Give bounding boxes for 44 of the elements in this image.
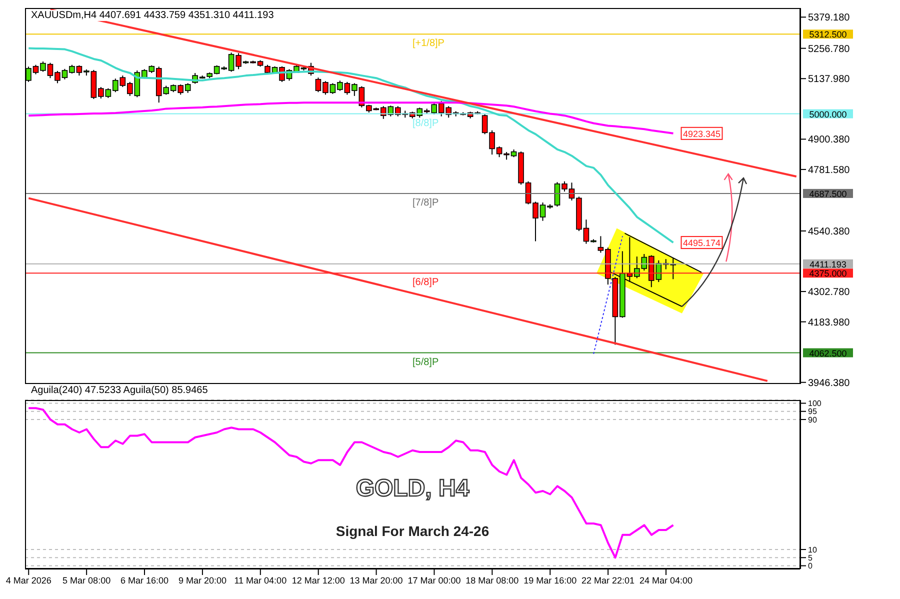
x-tick-label: 6 Mar 16:00 — [120, 575, 169, 586]
y-tick-label: 5256.780 — [808, 44, 850, 55]
x-tick-label: 12 Mar 12:00 — [292, 575, 345, 586]
y-tick-label: 5 — [808, 553, 813, 562]
text: 5000.000 — [809, 109, 847, 120]
x-tick-label: 11 Mar 04:00 — [234, 575, 287, 586]
x-tick-label: 22 Mar 22:01 — [582, 575, 635, 586]
x-tick-label: 4 Mar 2026 — [6, 575, 52, 586]
text: 5312.500 — [809, 30, 847, 40]
y-tick-label: 3946.380 — [808, 378, 850, 389]
annotation: GOLD, H4 — [356, 475, 470, 502]
y-tick-label: 0 — [808, 562, 813, 571]
text: 4062.500 — [809, 348, 847, 358]
y-tick-label: 90 — [808, 415, 818, 424]
y-tick-label: 4302.780 — [808, 287, 850, 298]
ref-line-label: [5/8]P — [412, 356, 439, 368]
x-tick-label: 18 Mar 08:00 — [466, 575, 519, 586]
y-tick-label: 4183.980 — [808, 317, 850, 328]
text: 4687.500 — [809, 188, 847, 199]
x-tick-label: 19 Mar 16:00 — [524, 575, 577, 586]
text: 4411.193 — [810, 259, 846, 270]
text: 4375.000 — [809, 268, 847, 279]
chart-title: Aguila(240) 47.5233 Aguila(50) 85.9465 — [30, 385, 209, 396]
y-tick-label: 95 — [808, 407, 818, 416]
ref-line-label: [8/8]P — [412, 118, 439, 129]
ref-line-label: [6/8]P — [412, 277, 439, 288]
y-tick-label: 5379.180 — [808, 12, 850, 24]
y-tick-label: 4781.580 — [808, 165, 850, 176]
x-tick-label: 13 Mar 20:00 — [350, 575, 403, 586]
ref-line-label: [7/8]P — [412, 197, 439, 208]
x-tick-label: 9 Mar 20:00 — [178, 575, 226, 586]
y-tick-label: 5137.980 — [808, 74, 850, 86]
y-tick-label: 100 — [808, 399, 822, 408]
ref-line-label: [+1/8]P — [412, 38, 445, 50]
x-tick-label: 17 Mar 00:00 — [408, 575, 461, 586]
annotation: 4923.345 — [682, 128, 721, 139]
x-tick-label: 5 Mar 08:00 — [62, 575, 111, 586]
y-tick-label: 4540.380 — [808, 226, 850, 238]
chart-title: XAUUSDm,H4 4407.691 4433.759 4351.310 4411.193 — [29, 10, 276, 21]
y-tick-label: 4900.380 — [808, 134, 850, 146]
x-tick-label: 24 Mar 04:00 — [639, 575, 693, 586]
annotation: Signal For March 24-26 — [336, 523, 490, 539]
y-tick-label: 10 — [808, 545, 818, 554]
annotation: 4495.174 — [682, 238, 721, 248]
